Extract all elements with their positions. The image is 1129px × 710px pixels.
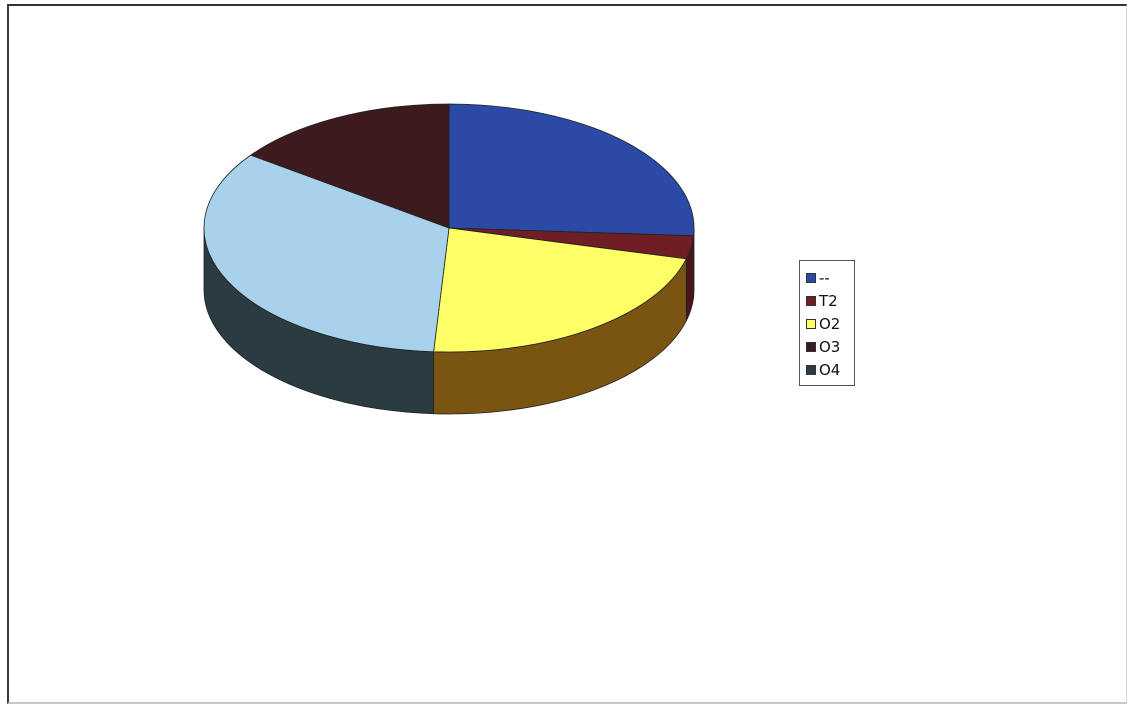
legend-item-4: O3 [806,335,854,358]
pie-slice-3 [433,227,687,353]
legend-label-4: O3 [819,337,841,356]
legend-label-3: O2 [819,314,841,333]
pie-slice-4 [203,154,450,353]
chart-legend: -- T2 O2 O3 O4 [799,260,855,386]
legend-swatch-4 [806,341,816,352]
chart-frame: -- T2 O2 O3 O4 [7,4,1127,704]
legend-swatch-1 [806,272,816,283]
pie-slice-5 [250,103,450,229]
legend-label-5: O4 [819,360,841,379]
legend-label-2: T2 [819,291,838,310]
legend-item-3: O2 [806,312,854,335]
pie-chart [203,103,695,415]
legend-label-1: -- [819,268,830,287]
legend-item-5: O4 [806,358,854,381]
legend-item-2: T2 [806,289,854,312]
legend-swatch-2 [806,295,816,306]
legend-item-1: -- [806,266,854,289]
legend-swatch-5 [806,364,816,375]
legend-swatch-3 [806,318,816,329]
pie-slice-1 [448,103,695,237]
